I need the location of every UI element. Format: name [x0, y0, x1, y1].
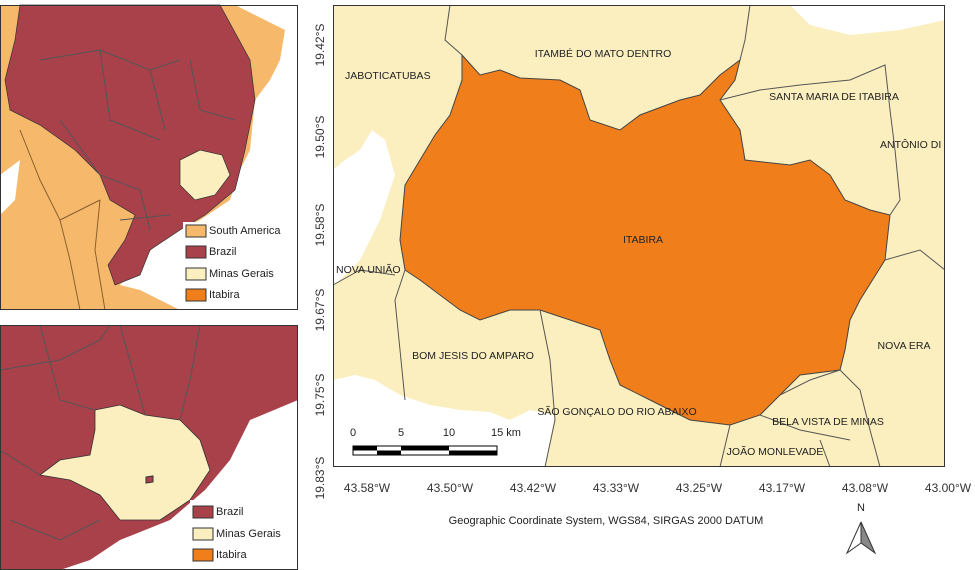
scale-label: 10 [443, 427, 455, 439]
area [333, 5, 450, 170]
outside-area [333, 130, 395, 285]
north-label: N [857, 502, 865, 514]
scale-segment [353, 446, 377, 451]
legend-label: Minas Gerais [209, 268, 274, 280]
map-frame [333, 5, 945, 467]
longitude-label: 43.17°W [759, 481, 806, 495]
municipality-label: ANTÔNIO DI [880, 138, 941, 151]
longitude-label: 43.00°W [925, 481, 972, 495]
latitude-axis: 19.42°S 19.50°S 19.58°S 19.67°S 19.75°S 19.83… [313, 24, 327, 500]
inset-frame [0, 5, 298, 310]
legend-label: South America [209, 225, 281, 237]
legend-swatch [185, 288, 207, 302]
municipality-label: ITABIRA [623, 234, 663, 246]
legend-label: Brazil [216, 506, 244, 518]
municipality-label: NOVA ERA [878, 340, 931, 352]
municipality-label: SANTA MARIA DE ITABIRA [769, 91, 899, 103]
outside-area [333, 375, 555, 467]
longitude-label: 43.58°W [344, 481, 391, 495]
legend-swatch [185, 245, 207, 259]
longitude-label: 43.50°W [427, 481, 474, 495]
legend-label: Itabira [216, 549, 247, 561]
legend-label: Itabira [209, 289, 240, 301]
scale-label: 5 [398, 427, 404, 439]
longitude-label: 43.42°W [510, 481, 557, 495]
municipality-label: BELA VISTA DE MINAS [772, 416, 884, 428]
caption: Geographic Coordinate System, WGS84, SIR… [449, 515, 764, 527]
municipality-label: JABOTICATUBAS [345, 70, 431, 82]
state-borders [0, 324, 201, 541]
arrow-right [860, 521, 877, 555]
itabira-area [145, 475, 154, 484]
municipality-label: ITAMBÉ DO MATO DENTRO [535, 47, 672, 60]
municipality-label: SÃO GONÇALO DO RIO ABAIXO [537, 405, 696, 418]
longitude-label: 43.33°W [593, 481, 640, 495]
scale-label: 0 [350, 427, 356, 439]
legend-label: Minas Gerais [216, 528, 281, 540]
municipality-label: BOM JESIS DO AMPARO [412, 350, 534, 362]
north-arrow: N [845, 502, 877, 555]
municipal-borders [332, 4, 946, 468]
ocean [0, 160, 20, 215]
scale-segment [377, 450, 401, 455]
municipality-label: NOVA UNIÃO [336, 263, 401, 276]
longitude-axis: 43.58°W 43.50°W 43.42°W 43.33°W 43.25°W 43.17… [344, 481, 972, 495]
main-map: JABOTICATUBAS ITAMBÉ DO MATO DENTRO SANT… [332, 4, 946, 468]
minas-gerais-area [179, 149, 231, 201]
latitude-label: 19.83°S [313, 457, 327, 500]
latitude-label: 19.42°S [313, 24, 327, 67]
longitude-label: 43.25°W [676, 481, 723, 495]
outside-area [790, 5, 945, 35]
legend-swatch [192, 505, 214, 519]
itabira-area [399, 53, 891, 426]
legend-swatch [185, 224, 207, 238]
latitude-label: 19.67°S [313, 289, 327, 332]
arrow-left [845, 521, 862, 555]
legend-label: Brazil [209, 246, 237, 258]
longitude-label: 43.08°W [842, 481, 889, 495]
inset-bottom: Brazil Minas Gerais Itabira [0, 324, 298, 570]
inset-top: South America Brazil Minas Gerais Itabir… [0, 4, 298, 311]
minas-gerais-area [39, 404, 211, 521]
municipality-label: JOÃO MONLEVADE [727, 445, 824, 458]
latitude-label: 19.58°S [313, 204, 327, 247]
state-borders [19, 49, 236, 311]
scale-label: 15 km [491, 427, 521, 439]
scale-bar: 0 5 10 15 km [350, 427, 521, 456]
legend-swatch [185, 267, 207, 281]
latitude-label: 19.75°S [313, 374, 327, 417]
legend-swatch [192, 548, 214, 562]
latitude-label: 19.50°S [313, 116, 327, 159]
legend-swatch [192, 527, 214, 541]
scale-segment [449, 450, 497, 455]
scale-segment [401, 446, 449, 451]
